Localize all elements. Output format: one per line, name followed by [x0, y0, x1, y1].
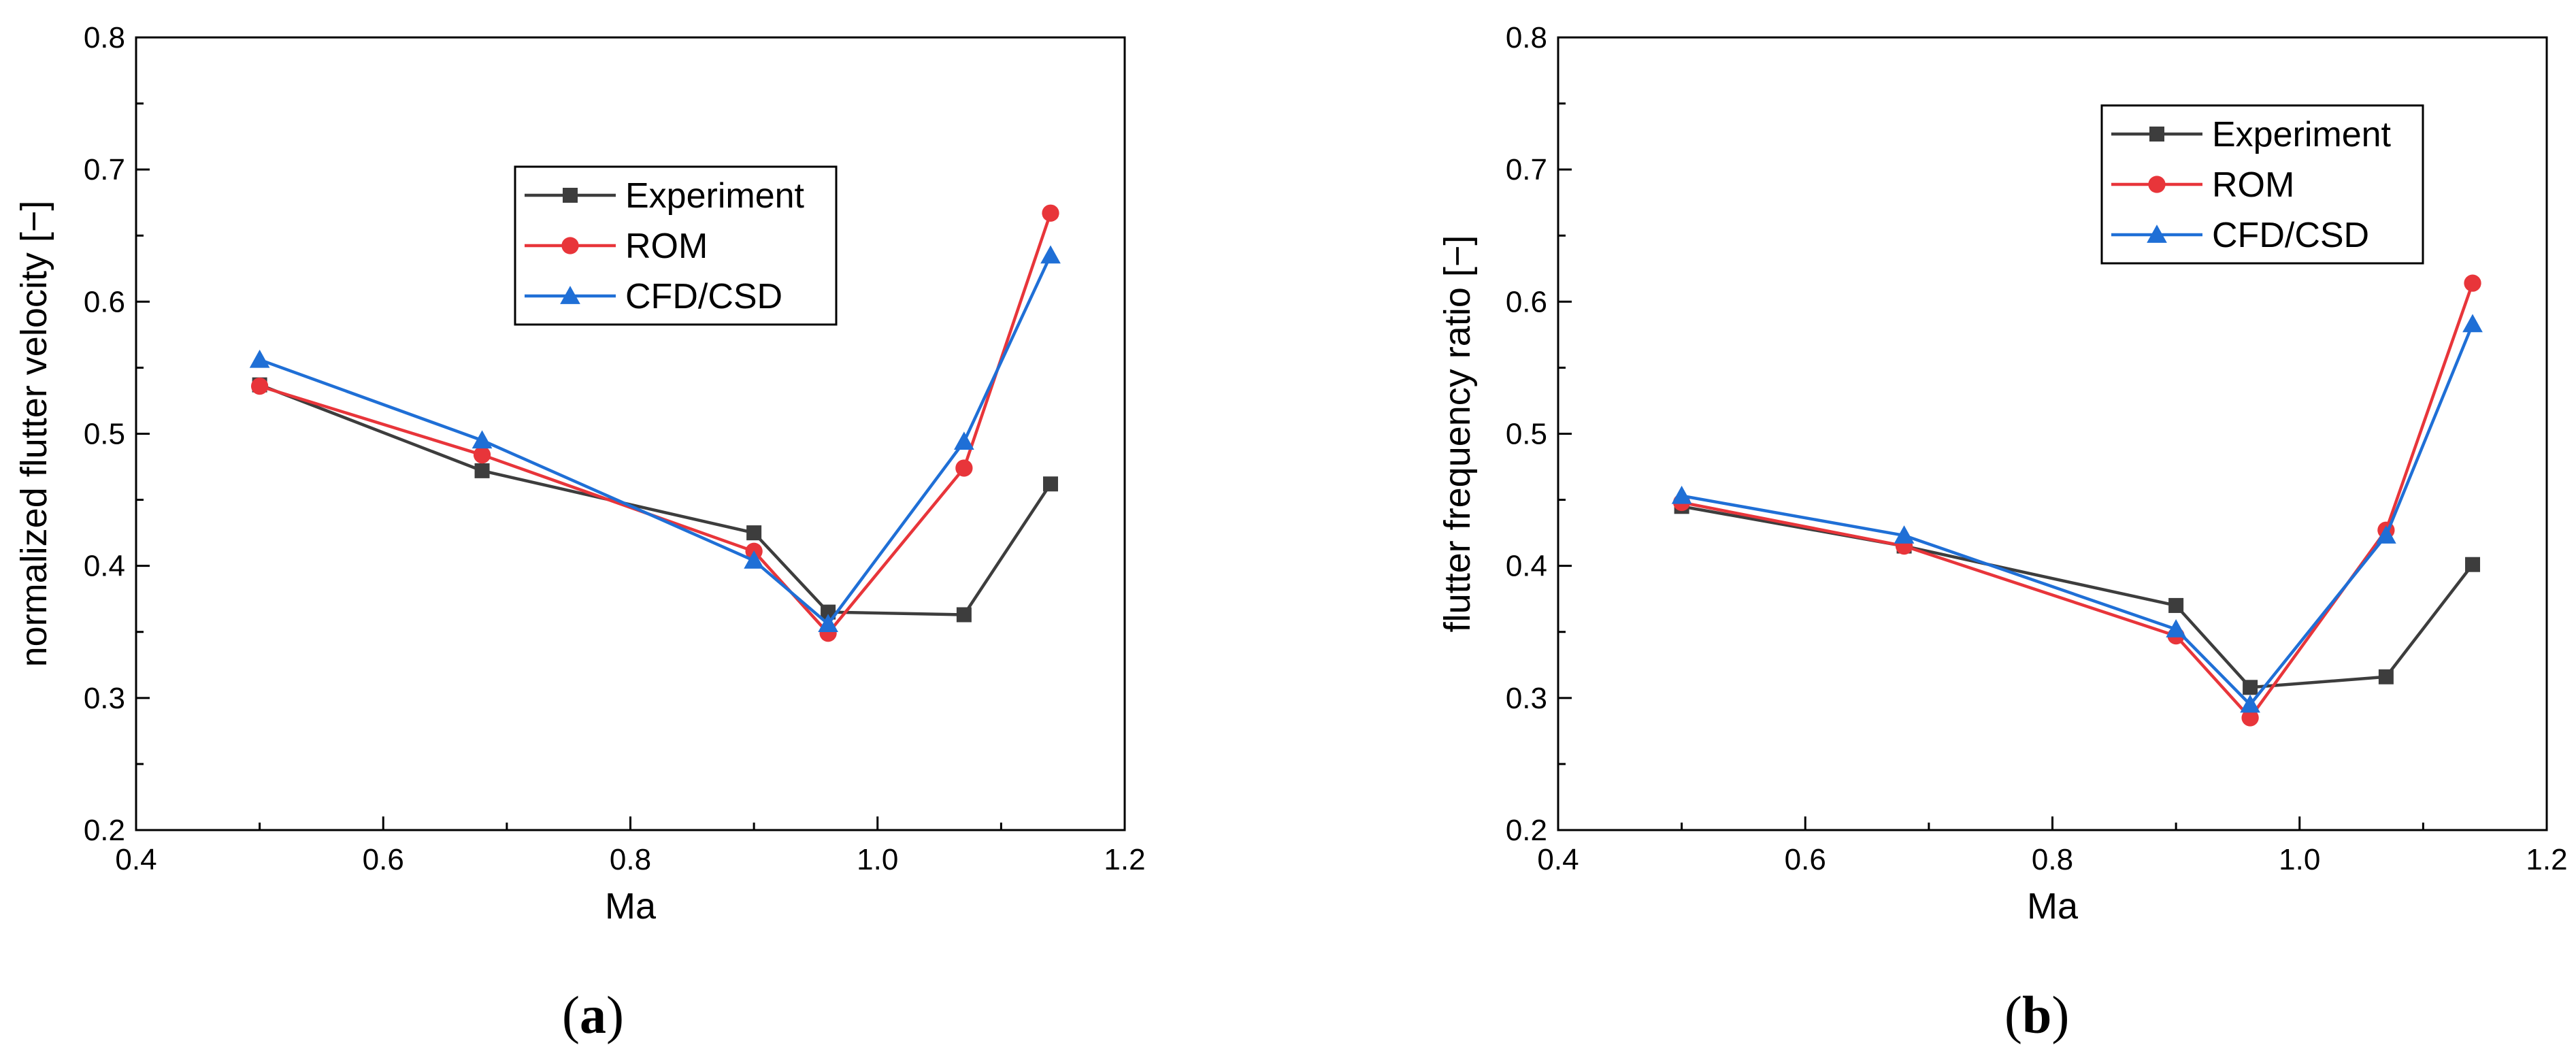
caption-open: ( — [562, 985, 580, 1044]
caption-letter: a — [580, 985, 606, 1044]
x-tick-label: 0.4 — [1537, 843, 1579, 876]
data-point — [1040, 245, 1061, 264]
y-tick-label: 0.5 — [84, 418, 125, 451]
y-tick-label: 0.2 — [84, 814, 125, 847]
x-tick-label: 0.6 — [1785, 843, 1826, 876]
data-point — [2465, 557, 2481, 572]
y-tick-label: 0.5 — [1506, 418, 1547, 451]
data-point — [2166, 619, 2186, 638]
legend-marker — [2149, 127, 2164, 142]
y-tick-label: 0.8 — [84, 21, 125, 54]
data-point — [2464, 274, 2481, 292]
legend-marker — [561, 237, 579, 254]
data-point — [746, 525, 762, 541]
data-point — [956, 607, 972, 623]
data-point — [2376, 525, 2396, 544]
caption-close: ) — [2051, 985, 2069, 1044]
figure-caption: (a) — [562, 985, 624, 1044]
x-tick-label: 1.2 — [2526, 843, 2567, 876]
data-point — [821, 604, 836, 620]
y-tick-label: 0.7 — [1506, 153, 1547, 186]
data-point — [2168, 597, 2184, 613]
series-line-experiment — [259, 383, 1052, 616]
series-line-cfd-csd — [1681, 323, 2475, 706]
series-line-rom — [1681, 282, 2475, 720]
data-point — [954, 431, 974, 450]
y-tick-label: 0.4 — [1506, 550, 1547, 583]
x-tick-label: 0.4 — [115, 843, 156, 876]
data-point — [1671, 485, 1692, 504]
data-point — [2240, 694, 2260, 713]
x-tick-label: 1.0 — [857, 843, 898, 876]
chart-panel-b: 0.4 0.6 0.8 1.0 1.2 0.2 0.3 0.4 0.5 0.6 0.7 0.8 Ma fl… — [1437, 21, 2568, 1044]
legend-label: CFD/CSD — [625, 277, 782, 316]
x-tick-label: 0.6 — [363, 843, 404, 876]
y-tick-label: 0.6 — [84, 285, 125, 318]
legend-label: ROM — [2212, 165, 2294, 205]
legend-label: Experiment — [2212, 115, 2392, 154]
x-axis-title: Ma — [605, 886, 657, 927]
y-tick-label: 0.8 — [1506, 21, 1547, 54]
y-tick-label: 0.7 — [84, 153, 125, 186]
data-point — [1043, 476, 1059, 492]
legend-marker — [2147, 225, 2167, 243]
x-axis-title: Ma — [2027, 886, 2079, 927]
data-point — [1042, 204, 1059, 222]
data-point — [2243, 680, 2258, 695]
y-tick-label: 0.3 — [84, 682, 125, 715]
x-tick-label: 0.8 — [2032, 843, 2073, 876]
caption-close: ) — [606, 985, 624, 1044]
legend-label: ROM — [625, 227, 708, 266]
data-point — [955, 459, 973, 477]
data-point — [744, 550, 764, 569]
legend-marker — [2148, 176, 2166, 193]
data-point — [2241, 709, 2259, 727]
y-tick-label: 0.3 — [1506, 682, 1547, 715]
data-point — [2462, 314, 2483, 333]
data-point — [249, 349, 270, 368]
data-point — [2378, 669, 2394, 684]
legend-label: CFD/CSD — [2212, 216, 2369, 255]
x-tick-label: 0.8 — [610, 843, 651, 876]
x-tick-label: 1.0 — [2279, 843, 2320, 876]
series-line-cfd-csd — [259, 254, 1053, 626]
series-line-experiment — [1681, 505, 2474, 689]
data-point — [1894, 525, 1915, 544]
legend-label: Experiment — [625, 176, 805, 216]
data-point — [472, 430, 493, 449]
y-axis-title: normalized flutter velocity [−] — [14, 201, 54, 667]
y-axis-title: flutter frequency ratio [−] — [1437, 235, 1478, 633]
x-tick-label: 1.2 — [1104, 843, 1145, 876]
chart-panel-a: 0.4 0.6 0.8 1.0 1.2 0.2 0.3 0.4 0.5 0.6 0.7 0.8 Ma no… — [14, 21, 1146, 1044]
data-point — [250, 377, 269, 395]
caption-letter: b — [2022, 985, 2051, 1044]
figure-caption: (b) — [2004, 985, 2069, 1044]
data-point — [474, 463, 490, 478]
data-point — [818, 614, 838, 632]
y-tick-label: 0.2 — [1506, 814, 1547, 847]
legend-marker — [563, 188, 578, 203]
data-point — [473, 446, 491, 464]
legend-marker — [560, 286, 580, 304]
y-tick-label: 0.4 — [84, 550, 125, 583]
y-tick-label: 0.6 — [1506, 285, 1547, 318]
caption-open: ( — [2004, 985, 2022, 1044]
